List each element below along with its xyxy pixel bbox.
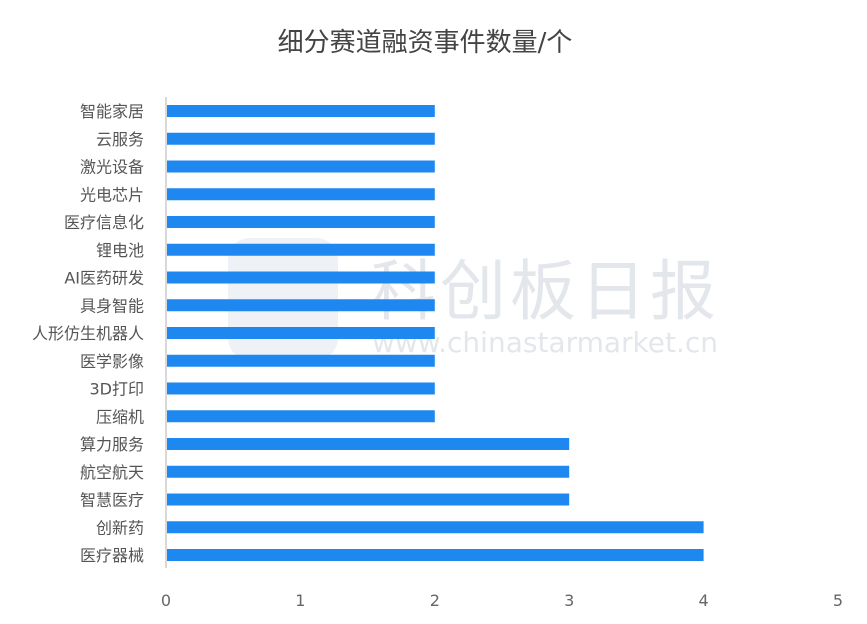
- x-tick-label: 4: [699, 591, 709, 610]
- bar: [167, 299, 435, 312]
- bar: [167, 243, 435, 256]
- bar: [167, 493, 570, 506]
- bar: [167, 382, 435, 395]
- bar: [167, 465, 570, 478]
- category-label: 锂电池: [96, 241, 144, 260]
- bar: [167, 438, 570, 450]
- bar: [167, 216, 435, 228]
- category-label: 激光设备: [80, 158, 144, 177]
- bar: [167, 105, 435, 117]
- category-label: 3D打印: [89, 380, 144, 399]
- bar: [167, 132, 435, 145]
- bar: [167, 410, 435, 423]
- category-label: 创新药: [96, 518, 144, 537]
- category-label: 压缩机: [96, 407, 144, 426]
- bar: [167, 160, 435, 173]
- x-tick-label: 0: [161, 591, 171, 610]
- category-label: AI医药研发: [64, 269, 144, 288]
- x-tick-label: 3: [564, 591, 574, 610]
- bar: [167, 271, 435, 284]
- watermark-logo-icon: [228, 238, 338, 360]
- category-label: 智能家居: [80, 102, 144, 121]
- category-label: 医学影像: [80, 352, 144, 371]
- bar: [167, 327, 435, 339]
- category-label: 医疗信息化: [64, 213, 144, 232]
- chart-title: 细分赛道融资事件数量/个: [277, 28, 573, 58]
- category-label: 光电芯片: [80, 185, 144, 204]
- watermark-logo-text: 科创板日报: [370, 253, 720, 330]
- category-label: 人形仿生机器人: [32, 324, 144, 343]
- category-label: 航空航天: [80, 463, 144, 482]
- category-label: 医疗器械: [80, 546, 144, 565]
- x-tick-label: 1: [295, 591, 305, 610]
- bar: [167, 549, 704, 561]
- x-tick-label: 2: [430, 591, 440, 610]
- category-label: 具身智能: [80, 296, 144, 315]
- category-label: 智慧医疗: [80, 491, 144, 510]
- bar: [167, 521, 704, 534]
- bar: [167, 188, 435, 201]
- category-label: 算力服务: [80, 435, 144, 454]
- category-label: 云服务: [96, 130, 144, 149]
- bar: [167, 354, 435, 367]
- x-tick-label: 5: [833, 591, 843, 610]
